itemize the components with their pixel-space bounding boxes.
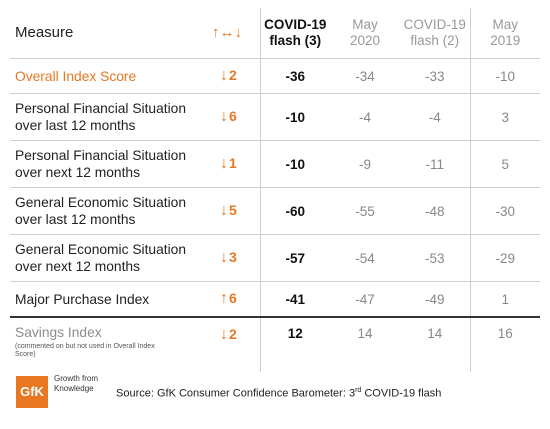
row-label: General Economic Situation over next 12 … — [10, 234, 208, 282]
source-note: Source: GfK Consumer Confidence Baromete… — [116, 387, 442, 400]
row-label: General Economic Situation over last 12 … — [10, 187, 208, 235]
arrow-down-icon: ↓ — [220, 326, 228, 343]
value-covid-flash-3: 12 — [259, 316, 330, 372]
change-direction-icon: ↑↔↓ — [212, 24, 242, 41]
row-label: Savings Index (commented on but not used … — [10, 316, 208, 372]
value-covid-flash-3: -57 — [259, 234, 330, 282]
value-covid-flash-2: -53 — [400, 234, 470, 282]
value-covid-flash-2: -49 — [400, 281, 470, 317]
value-covid-flash-3: -10 — [259, 93, 330, 141]
table-row: Personal Financial Situation over next 1… — [10, 140, 540, 188]
row-label: Major Purchase Index — [10, 281, 208, 317]
value-may-2020: -47 — [330, 281, 400, 317]
value-may-2019: -10 — [469, 58, 540, 94]
value-covid-flash-3: -36 — [259, 58, 330, 94]
covid-flash-2-header: COVID-19 flash (2) — [403, 17, 466, 48]
table-row: Major Purchase Index ↑6 -41 -47 -49 1 — [10, 281, 540, 317]
value-covid-flash-3: -10 — [259, 140, 330, 188]
change-cell: ↓5 — [208, 187, 260, 235]
value-covid-flash-3: -41 — [259, 281, 330, 317]
value-may-2020: -4 — [330, 93, 400, 141]
arrow-down-icon: ↓ — [220, 249, 228, 266]
value-covid-flash-2: -11 — [400, 140, 470, 188]
arrow-down-icon: ↓ — [220, 67, 228, 84]
value-covid-flash-2: 14 — [400, 316, 470, 372]
value-may-2019: 5 — [469, 140, 540, 188]
table-row: General Economic Situation over next 12 … — [10, 234, 540, 282]
value-may-2019: -29 — [469, 234, 540, 282]
arrow-down-icon: ↓ — [220, 202, 228, 219]
value-may-2020: -54 — [330, 234, 400, 282]
arrow-up-icon: ↑ — [220, 290, 228, 307]
value-may-2019: 1 — [469, 281, 540, 317]
value-covid-flash-2: -4 — [400, 93, 470, 141]
arrow-down-icon: ↓ — [220, 108, 228, 125]
value-may-2020: -9 — [330, 140, 400, 188]
change-cell: ↓6 — [208, 93, 260, 141]
value-may-2019: 16 — [469, 316, 540, 372]
value-may-2020: 14 — [330, 316, 400, 372]
table-row-savings: Savings Index (commented on but not used … — [10, 316, 540, 372]
footer: GfK Growth from Knowledge Source: GfK Co… — [16, 374, 536, 414]
change-cell: ↑6 — [208, 281, 260, 317]
value-may-2019: 3 — [469, 93, 540, 141]
confidence-table: Measure ↑↔↓ COVID-19 flash (3) May 2020 CO… — [10, 8, 540, 372]
header-row: Measure ↑↔↓ COVID-19 flash (3) May 2020 CO… — [10, 8, 540, 59]
row-label: Overall Index Score — [10, 58, 208, 94]
change-cell: ↓3 — [208, 234, 260, 282]
value-covid-flash-2: -33 — [400, 58, 470, 94]
savings-note: (commented on but not used in Overall In… — [15, 343, 155, 358]
value-covid-flash-3: -60 — [259, 187, 330, 235]
change-cell: ↓1 — [208, 140, 260, 188]
change-cell: ↓2 — [208, 316, 260, 372]
logo-tagline: Growth from Knowledge — [54, 374, 99, 393]
covid-flash-3-header: COVID-19 flash (3) — [259, 8, 330, 59]
table-row: Personal Financial Situation over last 1… — [10, 93, 540, 141]
value-covid-flash-2: -48 — [400, 187, 470, 235]
confidence-table-wrapper: Measure ↑↔↓ COVID-19 flash (3) May 2020 CO… — [10, 8, 540, 372]
value-may-2019: -30 — [469, 187, 540, 235]
value-may-2020: -34 — [330, 58, 400, 94]
gfk-logo: GfK — [16, 376, 48, 408]
table-row-overall: Overall Index Score ↓2 -36 -34 -33 -10 — [10, 58, 540, 94]
row-label: Personal Financial Situation over next 1… — [10, 140, 208, 188]
table-row: General Economic Situation over last 12 … — [10, 187, 540, 235]
arrow-down-icon: ↓ — [220, 155, 228, 172]
may-2020-header: May 2020 — [349, 17, 381, 48]
may-2019-header: May 2019 — [469, 8, 540, 59]
measure-header: Measure — [15, 24, 74, 41]
change-cell: ↓2 — [208, 58, 260, 94]
row-label: Personal Financial Situation over last 1… — [10, 93, 208, 141]
value-may-2020: -55 — [330, 187, 400, 235]
